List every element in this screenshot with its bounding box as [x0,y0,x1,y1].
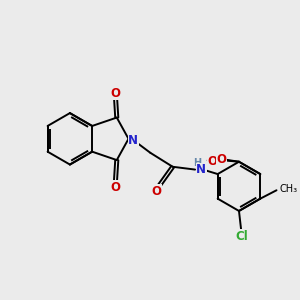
Text: O: O [208,155,218,168]
Text: H: H [193,158,201,168]
Text: N: N [128,134,138,147]
Text: O: O [217,153,226,166]
Text: O: O [110,87,120,100]
Text: CH₃: CH₃ [279,184,297,194]
Text: O: O [152,185,161,198]
Text: N: N [196,163,206,176]
Text: O: O [110,181,120,194]
Text: Cl: Cl [236,230,248,243]
